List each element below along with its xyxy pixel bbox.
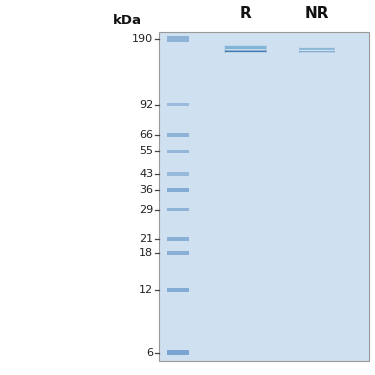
Bar (167, 172, 189, 176)
Text: 12: 12 (139, 285, 153, 295)
FancyBboxPatch shape (225, 50, 266, 53)
Bar (167, 208, 189, 212)
Text: 92: 92 (139, 100, 153, 110)
Text: 66: 66 (140, 130, 153, 140)
Bar (167, 251, 189, 255)
Text: kDa: kDa (113, 14, 142, 27)
FancyBboxPatch shape (225, 45, 266, 50)
Bar (167, 188, 189, 192)
Bar (167, 133, 189, 136)
Bar (167, 36, 189, 42)
FancyBboxPatch shape (299, 50, 334, 53)
Text: 55: 55 (140, 147, 153, 156)
Bar (167, 237, 189, 241)
Bar (167, 288, 189, 292)
Text: 43: 43 (139, 169, 153, 179)
Bar (167, 350, 189, 355)
Text: 18: 18 (139, 248, 153, 258)
Text: 29: 29 (139, 205, 153, 214)
Bar (159, 32, 369, 361)
Text: R: R (240, 6, 252, 21)
Text: 36: 36 (140, 185, 153, 195)
Text: 21: 21 (139, 234, 153, 244)
Text: 6: 6 (146, 348, 153, 358)
Bar (167, 103, 189, 106)
Text: 190: 190 (132, 34, 153, 44)
FancyBboxPatch shape (299, 47, 334, 51)
Bar (167, 150, 189, 153)
Text: NR: NR (304, 6, 329, 21)
